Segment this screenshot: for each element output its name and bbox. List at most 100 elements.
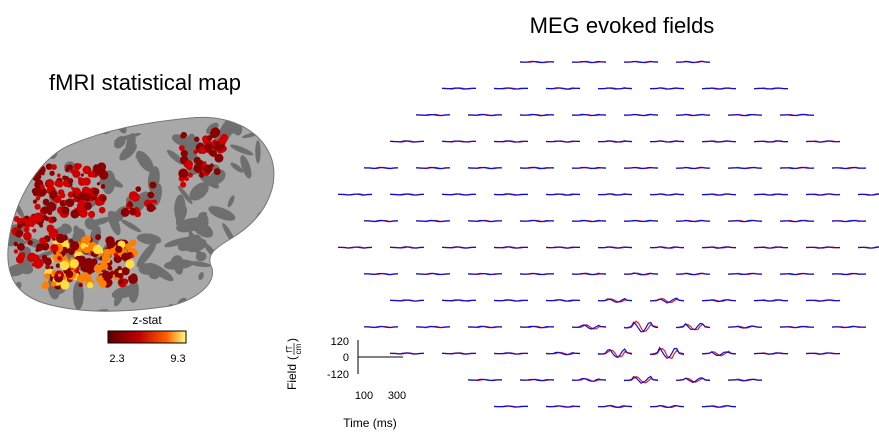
activation: [92, 188, 99, 195]
activation: [149, 182, 156, 189]
activation: [97, 182, 100, 185]
activation: [93, 245, 102, 254]
sulcus: [212, 307, 222, 314]
activation: [85, 275, 92, 282]
sulcus: [3, 296, 17, 311]
sensor-trace: [650, 88, 684, 89]
activation: [194, 163, 204, 173]
activation: [96, 197, 101, 202]
sensor-trace: [624, 114, 658, 115]
sensor-trace: [364, 326, 398, 327]
sulcus: [106, 104, 125, 121]
activation: [49, 228, 59, 238]
activation: [107, 266, 112, 271]
sulcus: [201, 298, 218, 314]
activation: [45, 258, 49, 262]
scale-x-tick: 300: [388, 390, 406, 402]
activation: [81, 173, 84, 176]
activation: [130, 254, 134, 258]
sulcus: [233, 302, 252, 335]
scale-y-label: Field ( fT cm ): [285, 338, 303, 390]
activation: [70, 241, 79, 250]
activation: [21, 252, 25, 256]
activation: [40, 184, 45, 189]
activation: [77, 163, 82, 168]
sensor-trace: [468, 326, 502, 327]
sulcus: [257, 248, 282, 270]
activation: [125, 259, 134, 268]
sensor-trace: [676, 220, 710, 221]
activation: [78, 192, 84, 198]
sulcus: [261, 305, 271, 315]
sensor-trace: [728, 379, 762, 381]
activation: [32, 263, 36, 267]
activation: [14, 249, 18, 253]
activation: [100, 195, 106, 201]
sulcus: [84, 314, 93, 324]
activation: [118, 273, 124, 279]
activation: [41, 239, 47, 245]
activation: [67, 164, 73, 170]
activation: [70, 259, 79, 268]
sulcus: [6, 133, 33, 160]
figure: fMRI statistical map MEG evoked fields z…: [0, 0, 879, 432]
activation: [88, 211, 95, 218]
activation: [66, 270, 74, 278]
activation: [28, 240, 33, 245]
sensor-trace: [676, 273, 710, 274]
activation: [99, 207, 106, 214]
activation: [21, 222, 26, 227]
activation: [88, 270, 92, 274]
sulcus: [9, 102, 39, 118]
sulcus: [50, 118, 63, 134]
panel-title: MEG evoked fields: [530, 13, 715, 38]
sensor-trace: [416, 273, 450, 274]
sensor-trace: [494, 194, 528, 195]
sensor-trace: [754, 194, 788, 195]
activation: [128, 202, 133, 207]
activation: [219, 136, 227, 144]
activation: [188, 173, 193, 178]
sensor-trace: [676, 167, 710, 168]
sensor-trace: [754, 141, 788, 142]
sulcus: [217, 295, 248, 310]
activation: [50, 190, 58, 198]
activation: [71, 187, 74, 190]
sensor-trace: [468, 115, 502, 116]
sensor-trace: [442, 300, 476, 301]
activation: [102, 254, 110, 262]
sensor-trace: [338, 247, 372, 248]
activation: [27, 253, 37, 263]
sulcus: [203, 289, 211, 300]
sensor-trace: [728, 115, 762, 116]
sulcus: [253, 106, 265, 115]
sensor-trace: [728, 168, 762, 169]
activation: [57, 256, 61, 260]
sulcus: [246, 264, 273, 283]
activation: [193, 150, 197, 154]
sensor-trace: [546, 247, 580, 248]
sensor-trace: [364, 167, 398, 168]
sensor-trace: [390, 141, 424, 142]
colorbar-min: 2.3: [109, 353, 124, 365]
sulcus: [168, 103, 182, 120]
colorbar: [108, 331, 186, 343]
sulcus: [11, 146, 42, 171]
sulcus: [219, 279, 230, 289]
sulcus: [192, 300, 215, 321]
activation: [35, 204, 41, 210]
sensor-trace: [494, 88, 528, 89]
activation: [66, 198, 75, 207]
activation: [49, 171, 54, 176]
activation: [87, 282, 93, 288]
activation: [94, 265, 103, 274]
sulcus: [260, 218, 283, 239]
activation: [61, 206, 69, 214]
activation: [36, 243, 43, 250]
activation: [51, 217, 57, 223]
sensor-traces: [338, 61, 879, 407]
activation: [72, 170, 80, 178]
activation: [17, 243, 25, 251]
activation: [131, 193, 140, 202]
activation: [115, 246, 122, 253]
